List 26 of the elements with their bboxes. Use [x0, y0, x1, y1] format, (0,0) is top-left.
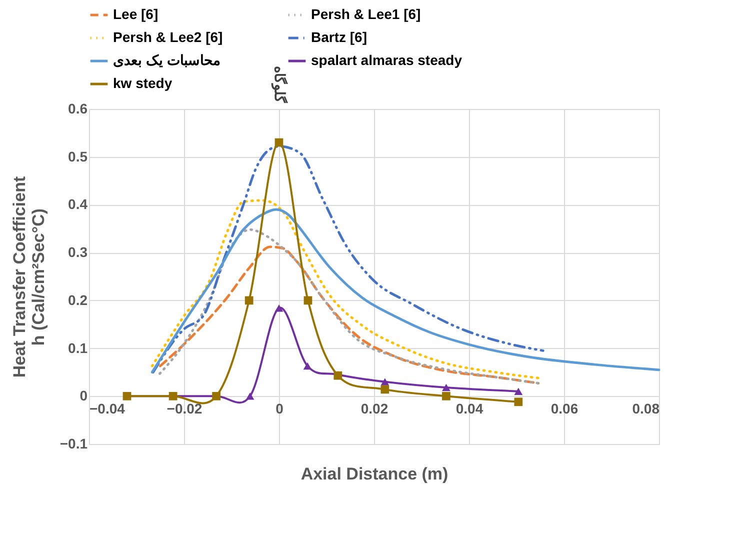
text: گلوگاه — [271, 66, 288, 103]
x-tick-label: 0.04 — [456, 400, 484, 417]
x-tick-label: 0 — [276, 400, 284, 417]
y-tick-label: 0.3 — [68, 244, 88, 260]
y-tick-label: 0.5 — [68, 148, 88, 164]
y-tick-label: 0.1 — [68, 340, 88, 356]
x-tick-label: 0.06 — [550, 400, 578, 417]
y-tick-label: −0.1 — [60, 436, 88, 452]
legend-label: kw stedy — [113, 75, 172, 91]
legend-label: Lee [6] — [113, 6, 158, 22]
legend-label: محاسبات یک بعدی — [113, 52, 221, 68]
y-axis-title: Heat Transfer Coefficient h (Cal/cm²Sec°C) — [10, 176, 48, 378]
x-tick-label: 0.02 — [360, 400, 388, 417]
legend-label: Bartz [6] — [311, 29, 368, 45]
x-tick-label: 0.08 — [632, 400, 660, 417]
x-tick-label: −0.04 — [90, 400, 126, 417]
line-series — [150, 208, 660, 374]
x-tick-label: −0.02 — [166, 400, 202, 417]
y-tick-label: 0.4 — [68, 196, 88, 212]
y-tick-label: 0.6 — [68, 100, 88, 116]
x-axis-title: Axial Distance (m) — [300, 464, 448, 484]
legend-label: spalart almaras steady — [311, 52, 462, 68]
legend-label: Persh & Lee1 [6] — [311, 6, 421, 22]
y-tick-label: 0 — [80, 388, 88, 404]
legend-label: Persh & Lee2 [6] — [113, 29, 223, 45]
y-tick-label: 0.2 — [68, 292, 88, 308]
